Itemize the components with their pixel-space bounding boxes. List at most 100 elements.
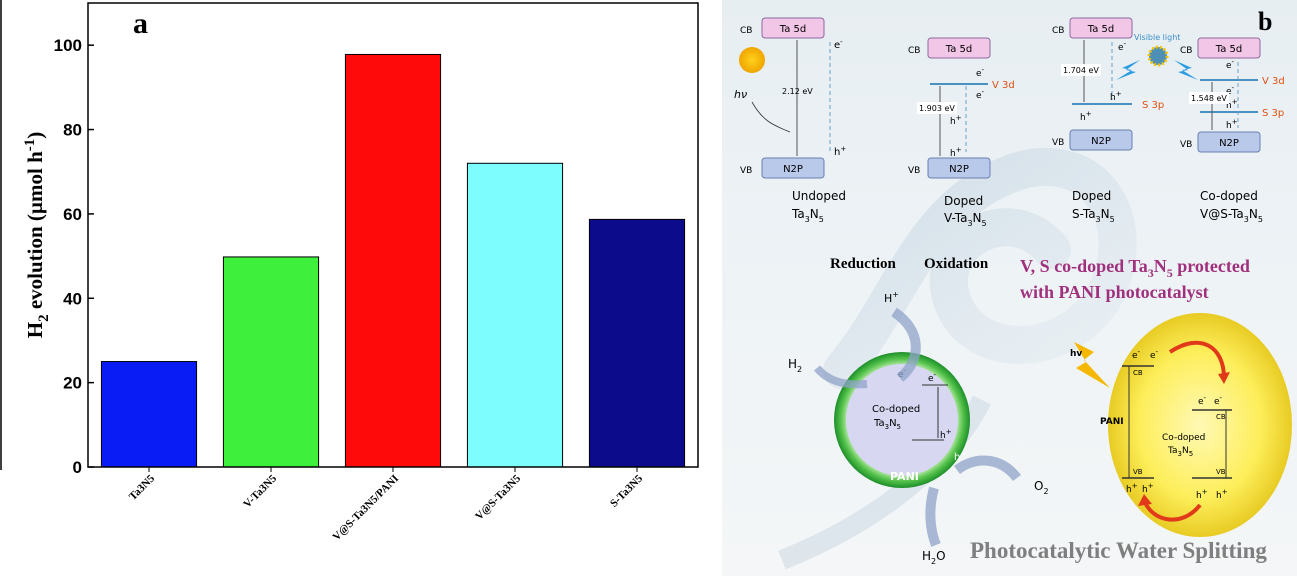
ta5d-label: Ta 5d bbox=[945, 44, 972, 55]
ta5d-label: Ta 5d bbox=[779, 24, 806, 35]
sun-icon bbox=[739, 47, 765, 73]
label-line1: Co-doped bbox=[1200, 189, 1258, 203]
vb-label: VB bbox=[740, 166, 752, 176]
codoped-label: Co-doped bbox=[1162, 433, 1205, 443]
n2p-label: N2P bbox=[949, 164, 969, 175]
ta5d-band bbox=[927, 37, 991, 59]
electron-transfer-arrow bbox=[1168, 340, 1226, 379]
pani-label: PANI bbox=[1100, 417, 1124, 427]
electron-label: e- bbox=[1226, 58, 1235, 71]
pani-label: PANI bbox=[890, 470, 919, 483]
vb-label: VB bbox=[1216, 468, 1226, 476]
label-line2: V@S-Ta3N5 bbox=[1200, 207, 1263, 224]
label-line1: Doped bbox=[1072, 189, 1111, 203]
ta5d-label: Ta 5d bbox=[1215, 44, 1242, 55]
s3p-label: S 3p bbox=[1262, 108, 1284, 119]
y-axis-label: H2 evolution (µmol h-1) bbox=[22, 132, 52, 339]
chart-panel: 0 20 40 60 80 100 Ta3N5 V-Ta3N5 V@S-Ta3N5/PANI V… bbox=[0, 0, 699, 544]
hole-transfer-arrow bbox=[1142, 499, 1202, 522]
hole-label: h+ bbox=[1226, 118, 1238, 131]
n2p-band bbox=[927, 157, 991, 179]
h2-label: H2 bbox=[788, 357, 802, 374]
label-line2: Ta3N5 bbox=[791, 207, 824, 224]
y-axis: 0 20 40 60 80 100 bbox=[54, 36, 94, 477]
hole-label: h+ bbox=[1080, 110, 1092, 123]
headline-line1: V, S co-doped Ta3N5 protected bbox=[1020, 256, 1250, 280]
bar-V@S-Ta3N5/PANI bbox=[344, 53, 442, 468]
visible-light-label: Visible light bbox=[1134, 33, 1180, 42]
cb-label: CB bbox=[1052, 26, 1064, 36]
lightning-icon bbox=[1116, 60, 1140, 80]
n2p-band bbox=[761, 157, 825, 179]
band-diagram-s-doped: CB Ta 5d VB N2P S 3p e- h+ h+ 1.704 eV V… bbox=[1052, 17, 1198, 224]
n2p-band bbox=[1069, 129, 1133, 151]
bar-S-Ta3N5 bbox=[588, 218, 686, 468]
band-gap-value: 1.704 eV bbox=[1063, 66, 1099, 75]
band-gap-value: 1.903 eV bbox=[919, 104, 955, 113]
bar-V-Ta3N5 bbox=[222, 256, 320, 468]
hole-label: h+ bbox=[1126, 482, 1138, 495]
vb-label: VB bbox=[908, 166, 920, 176]
ta5d-band bbox=[1197, 37, 1261, 59]
vb-label: VB bbox=[1052, 138, 1064, 148]
hole-label: h+ bbox=[1216, 488, 1228, 501]
hole-label: h+ bbox=[954, 450, 966, 463]
plot-frame bbox=[87, 2, 699, 468]
o2-label: O2 bbox=[1034, 479, 1049, 496]
band-gap-value: 1.548 eV bbox=[1191, 94, 1227, 103]
hv-label: hν bbox=[734, 88, 747, 101]
hv-label: hv bbox=[1070, 349, 1082, 359]
electron-label: e- bbox=[834, 38, 843, 51]
panel-label-b: b bbox=[1258, 7, 1272, 36]
y-tick-label: 60 bbox=[63, 205, 82, 224]
n2p-label: N2P bbox=[1219, 138, 1239, 149]
hole-label: h+ bbox=[950, 114, 962, 127]
mechanism-scheme: b CB Ta 5d VB N2P e- h+ 2.12 eV hν Undop… bbox=[722, 0, 1297, 576]
ta5d-band bbox=[761, 17, 825, 39]
electron-label: e- bbox=[1132, 348, 1141, 361]
gap-box bbox=[1189, 92, 1229, 104]
proton-label: H+ bbox=[884, 290, 899, 305]
hole-label: h+ bbox=[1226, 98, 1238, 111]
pani-sphere: e- e- h+ h+ Co-doped Ta3N5 PANI bbox=[834, 352, 970, 488]
y-tick-label: 20 bbox=[63, 374, 82, 393]
electron-label: e- bbox=[976, 88, 985, 101]
vb-label: VB bbox=[1180, 140, 1192, 150]
hole-label: h+ bbox=[950, 146, 962, 159]
v3d-label: V 3d bbox=[1262, 76, 1285, 87]
cb-label: CB bbox=[740, 26, 752, 36]
bars-group bbox=[100, 53, 686, 468]
oxidation-label: Oxidation bbox=[924, 256, 989, 272]
label-line1: Doped bbox=[944, 194, 983, 208]
water-swirl-decoration bbox=[823, 147, 1137, 389]
bar-V@S-Ta3N5 bbox=[466, 162, 564, 468]
pani-heterojunction-oval: hv CB VB e- e- h+ h+ PANI CB VB e- e- h+… bbox=[1070, 313, 1292, 537]
arrow-head bbox=[1218, 372, 1230, 384]
electron-label: e- bbox=[1118, 40, 1127, 53]
arrow-head bbox=[1138, 494, 1152, 506]
electron-label: e- bbox=[1198, 394, 1207, 407]
hole-label: h+ bbox=[940, 428, 952, 441]
mechanism-scheme-panel: b CB Ta 5d VB N2P e- h+ 2.12 eV hν Undop… bbox=[722, 0, 1297, 576]
yellow-oval bbox=[1108, 313, 1292, 537]
n2p-label: N2P bbox=[783, 164, 803, 175]
codoped-formula: Ta3N5 bbox=[873, 418, 901, 431]
headline-line2: with PANI photocatalyst bbox=[1020, 282, 1209, 302]
cb-label: CB bbox=[908, 46, 920, 56]
codoped-core bbox=[846, 364, 958, 476]
codoped-label: Co-doped bbox=[872, 404, 920, 415]
electron-label: e- bbox=[1214, 394, 1223, 407]
hole-label: h+ bbox=[1110, 90, 1122, 103]
ta5d-band bbox=[1069, 17, 1133, 39]
bar-Ta3N5 bbox=[100, 361, 198, 468]
cb-label: CB bbox=[1133, 369, 1143, 377]
oxidation-arrow bbox=[954, 455, 1021, 482]
electron-label: e- bbox=[976, 66, 985, 79]
electron-label: e- bbox=[928, 371, 937, 384]
reduction-arrow bbox=[891, 307, 921, 382]
s3p-label: S 3p bbox=[1142, 100, 1164, 111]
panel-label-a: a bbox=[133, 7, 148, 40]
band-diagram-co-doped: CB Ta 5d VB N2P V 3d S 3p e- e- h+ h+ 1.… bbox=[1180, 37, 1285, 224]
ta5d-label: Ta 5d bbox=[1087, 24, 1114, 35]
